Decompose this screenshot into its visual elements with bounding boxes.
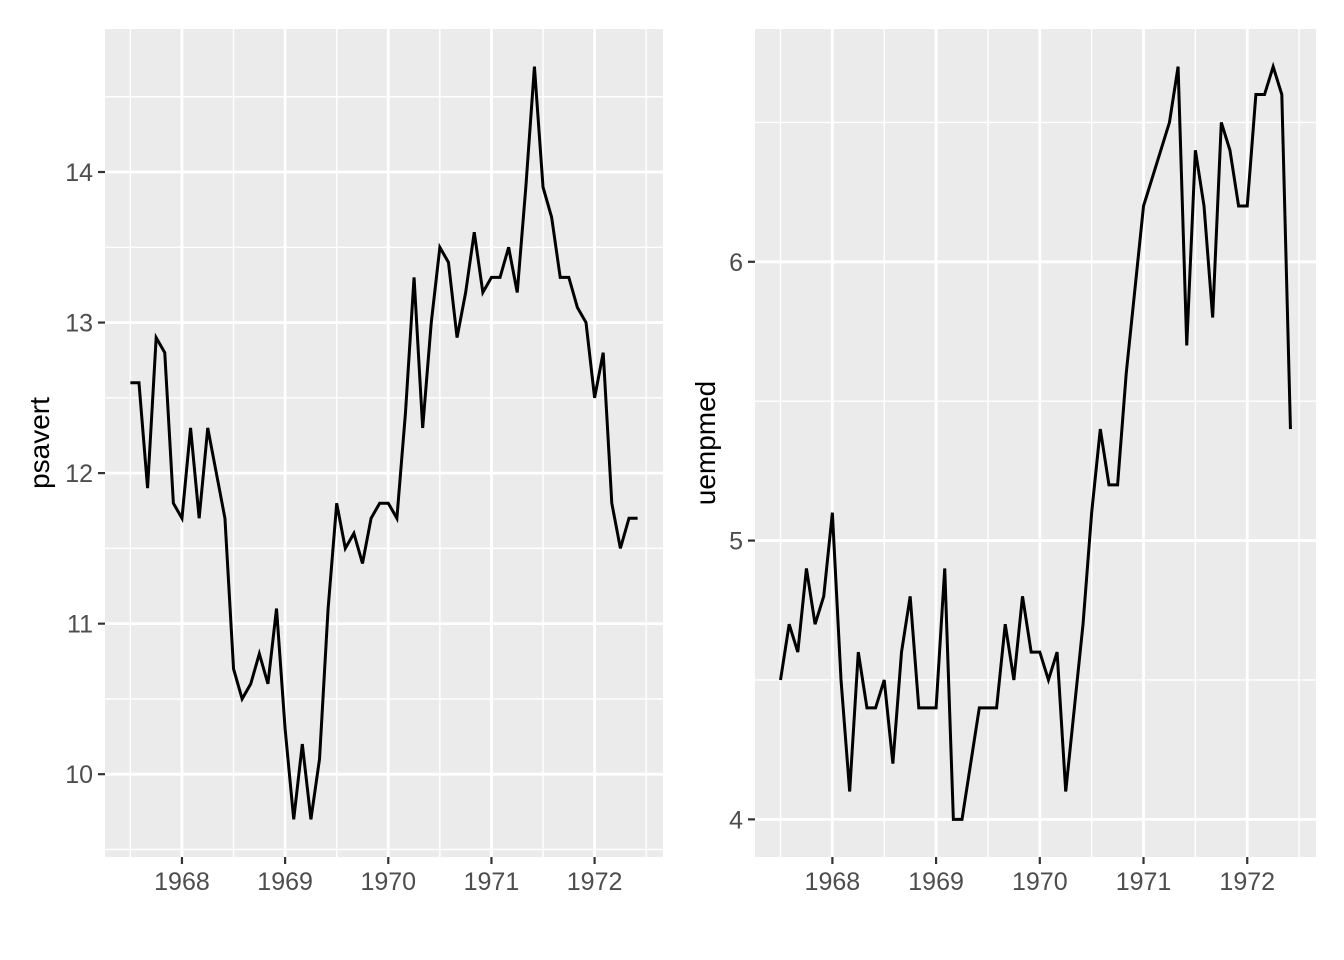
x-tick-label: 1971 — [464, 868, 520, 896]
x-tick-label: 1970 — [1012, 868, 1068, 896]
y-tick-label: 11 — [67, 611, 93, 639]
x-tick-label: 1970 — [360, 868, 416, 896]
x-tick-label: 1971 — [1116, 868, 1172, 896]
series-line — [779, 61, 1292, 821]
y-tick-label: 10 — [65, 761, 93, 789]
x-tick-label: 1972 — [567, 868, 623, 896]
panel-background — [755, 29, 1316, 857]
x-tick-label: 1969 — [257, 868, 313, 896]
panel-background — [105, 29, 663, 857]
y-tick-label: 14 — [65, 159, 93, 187]
uempmed-plot: 1968 1969 1970 1971 1972 4 5 6 — [729, 29, 1316, 896]
y-tick-label: 5 — [729, 528, 743, 556]
psavert-chart: psavert 1968 1969 1970 1971 1972 10 11 12 13 14 — [24, 29, 663, 896]
x-tick-label: 1968 — [805, 868, 861, 896]
x-tick-label: 1969 — [908, 868, 964, 896]
y-tick-label: 13 — [65, 310, 93, 338]
x-tick-label: 1968 — [154, 868, 210, 896]
series-line — [130, 66, 638, 820]
uempmed-chart: uempmed 1968 1969 1970 1971 1972 4 5 6 — [672, 0, 1344, 960]
x-tick-label: 1972 — [1219, 868, 1275, 896]
y-tick-label: 4 — [729, 806, 743, 834]
y-tick-label: 12 — [65, 460, 93, 488]
psavert-plot: 1968 1969 1970 1971 1972 10 11 12 13 14 — [65, 29, 663, 896]
y-tick-label: 6 — [729, 249, 743, 277]
